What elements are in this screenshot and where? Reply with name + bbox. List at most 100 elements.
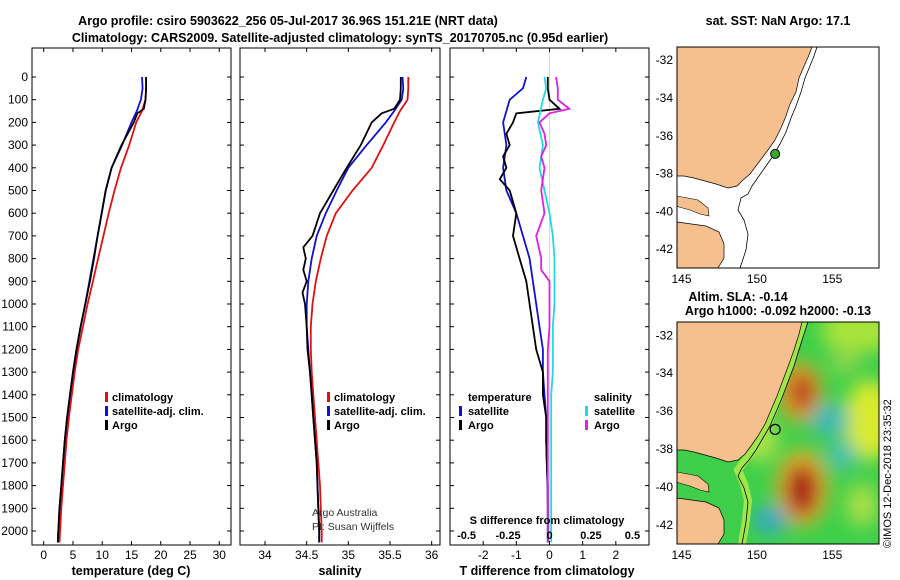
map-y-tick-label: -34 (656, 366, 674, 380)
x-tick-label: 34 (258, 548, 272, 562)
map-y-tick-label: -32 (656, 328, 674, 342)
x-tick-label: 1 (579, 548, 586, 562)
x-tick-label: 34.5 (295, 548, 319, 562)
x-tick-label: 15 (125, 548, 139, 562)
sla-map-subtitle: Argo h1000: -0.092 h2000: -0.13 (685, 304, 871, 318)
temperature-xlabel: temperature (deg C) (72, 564, 191, 578)
sst-map-body (677, 47, 879, 268)
x-tick-label: 30 (213, 548, 227, 562)
y-tick-label: 800 (8, 252, 28, 266)
y-tick-label: 1300 (1, 365, 28, 379)
legend-swatch-t-satellite (459, 406, 462, 416)
y-tick-label: 1500 (1, 411, 28, 425)
x-tick-label: 25 (183, 548, 197, 562)
x2-tick-label: -0.25 (496, 530, 521, 542)
y-tick-label: 1600 (1, 433, 28, 447)
y-tick-label: 1000 (1, 297, 28, 311)
x-tick-label: 20 (154, 548, 168, 562)
y-tick-label: 1800 (1, 479, 28, 493)
sst-map-isobath (737, 47, 818, 268)
x-tick-label: 2 (612, 548, 619, 562)
series-line-t-argo (498, 77, 562, 543)
map-y-tick-label: -36 (656, 129, 674, 143)
legend-label-t-argo: Argo (468, 420, 494, 432)
legend-label-climatology: climatology (112, 392, 174, 404)
y-tick-label: 500 (8, 184, 28, 198)
map-y-tick-label: -42 (656, 518, 674, 532)
flinders-island (677, 195, 710, 217)
map-y-tick-label: -42 (656, 242, 674, 256)
salinity-axes (239, 47, 441, 546)
map-x-tick-label: 145 (672, 272, 692, 286)
credit-line-2: PI: Susan Wijffels (312, 521, 394, 533)
y-tick-label: 0 (21, 70, 28, 84)
series-line-argo (301, 77, 402, 543)
map-y-tick-label: -38 (656, 442, 674, 456)
x-tick-label: 5 (70, 548, 77, 562)
sla-map-title: Altim. SLA: -0.14 (688, 290, 787, 304)
y-tick-label: 700 (8, 229, 28, 243)
x2-tick-label: -0.5 (457, 530, 476, 542)
timestamp-stamp: ©IMOS 12-Dec-2018 23:35:32 (882, 399, 894, 548)
legend-swatch-t-argo (459, 420, 462, 430)
x-tick-label: 35 (342, 548, 356, 562)
legend-swatch-satellite (327, 406, 330, 416)
map-y-tick-label: -38 (656, 167, 674, 181)
legend-swatch-climatology (327, 392, 330, 402)
legend-label-t-satellite: satellite (468, 406, 509, 418)
x2-tick-label: 0.25 (580, 530, 601, 542)
y-tick-label: 200 (8, 115, 28, 129)
salinity-legend: climatology satellite-adj. clim. Argo (327, 392, 426, 432)
sla-shelf-band (733, 322, 808, 544)
salinity-xlabel: salinity (318, 564, 361, 578)
legend-label-argo: Argo (112, 420, 138, 432)
y-tick-label: 1100 (2, 320, 28, 334)
figure-title-1: Argo profile: csiro 5903622_256 05-Jul-2… (78, 14, 498, 28)
x2-tick-label: 0.5 (625, 530, 640, 542)
map-y-tick-label: -40 (656, 480, 674, 494)
argo-float-marker (770, 148, 781, 159)
credit-line-1: Argo Australia (312, 507, 378, 519)
difference-x2label: S difference from climatology (470, 515, 626, 527)
map-x-tick-label: 145 (672, 548, 692, 562)
y-tick-label: 1700 (1, 456, 28, 470)
series-line-s-satellite (536, 76, 556, 543)
series-line-climatology (309, 77, 410, 543)
map-x-tick-label: 155 (822, 272, 842, 286)
legend-label-s-argo: Argo (594, 420, 620, 432)
y-tick-label: 900 (8, 274, 28, 288)
x-tick-label: 35.5 (378, 548, 402, 562)
legend-swatch-argo (327, 420, 330, 430)
sst-map-title: sat. SST: NaN Argo: 17.1 (706, 14, 851, 28)
map-y-tick-label: -34 (656, 91, 674, 105)
tasmania (677, 497, 725, 544)
series-line-s-argo (535, 76, 572, 543)
x-tick-label: 10 (96, 548, 110, 562)
argo-float-marker (769, 423, 781, 435)
sla-map-isobath (737, 322, 809, 544)
map-x-tick-label: 155 (822, 548, 842, 562)
legend-heading-salinity: salinity (594, 392, 633, 404)
y-tick-label: 1900 (1, 501, 28, 515)
y-tick-label: 2000 (1, 524, 28, 538)
map-y-tick-label: -32 (656, 53, 674, 67)
x2-tick-label: 0 (546, 530, 552, 542)
x-tick-label: 0 (40, 548, 47, 562)
series-line-climatology (58, 77, 148, 543)
y-tick-label: 400 (8, 161, 28, 175)
series-line-argo (56, 77, 148, 543)
difference-legend: temperature satellite Argo salinity sate… (459, 392, 635, 432)
mainland-australia (677, 322, 803, 463)
legend-label-climatology: climatology (334, 392, 396, 404)
mainland-australia (677, 47, 813, 189)
map-x-tick-label: 150 (747, 272, 767, 286)
legend-swatch-argo (105, 420, 108, 430)
difference-xlabel: T difference from climatology (459, 564, 634, 578)
legend-swatch-satellite (105, 406, 108, 416)
sst-map-frame (676, 46, 880, 269)
legend-label-satellite: satellite-adj. clim. (334, 406, 426, 418)
figure-title-2: Climatology: CARS2009. Satellite-adjuste… (72, 31, 608, 45)
y-tick-label: 100 (8, 93, 28, 107)
map-y-tick-label: -40 (656, 204, 674, 218)
